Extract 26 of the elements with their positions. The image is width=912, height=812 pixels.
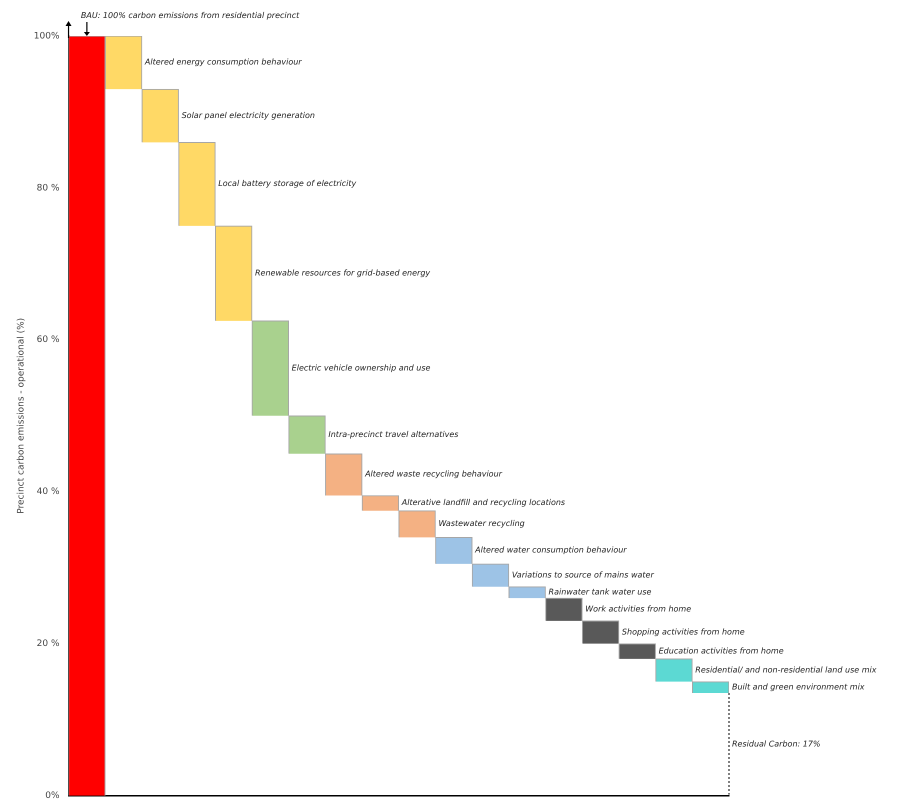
annotation: Shopping activities from home	[622, 627, 745, 636]
y-tick-label: 40 %	[36, 487, 60, 498]
annotation: Altered waste recycling behaviour	[364, 470, 503, 479]
annotation: Altered energy consumption behaviour	[144, 58, 302, 67]
annotation: Electric vehicle ownership and use	[292, 363, 431, 372]
y-tick-label: 0%	[45, 790, 60, 801]
text: Residual Carbon: 17%	[732, 739, 821, 748]
annotation: Intra-precinct travel alternatives	[328, 430, 458, 439]
text: BAU: 100% carbon emissions from residential precinct	[80, 11, 300, 20]
y-tick-label: 100%	[34, 31, 60, 42]
y-tick-label: 80 %	[36, 183, 60, 194]
y-tick-label: 60 %	[36, 335, 60, 346]
annotation: Variations to source of mains water	[512, 570, 654, 580]
annotation: Renewable resources for grid-based energy	[254, 268, 430, 278]
text: Built and green environment mix	[732, 682, 865, 692]
annotation: Local battery storage of electricity	[218, 179, 357, 188]
y-tick-label: 20 %	[36, 639, 60, 650]
annotation: Solar panel electricity generation	[182, 110, 315, 120]
annotation: Education activities from home	[658, 646, 784, 656]
annotation: Wastewater recycling	[438, 519, 525, 528]
annotation: Altered water consumption behaviour	[474, 546, 628, 555]
annotation: Rainwater tank water use	[548, 587, 652, 596]
annotation: Work activities from home	[585, 604, 692, 614]
annotation: Alterative landfill and recycling locations	[400, 498, 566, 508]
y-axis-title: Precinct carbon emissions - operational (%)	[16, 318, 27, 514]
annotation: Residential/ and non-residential land use mix	[695, 665, 877, 674]
